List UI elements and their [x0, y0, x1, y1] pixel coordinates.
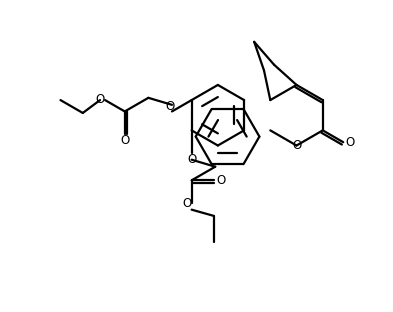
- Text: O: O: [182, 197, 191, 210]
- Text: O: O: [345, 136, 355, 149]
- Text: O: O: [95, 93, 105, 106]
- Text: O: O: [292, 139, 301, 152]
- Text: O: O: [165, 100, 174, 113]
- Text: O: O: [120, 134, 129, 147]
- Text: O: O: [216, 174, 226, 187]
- Text: O: O: [187, 153, 196, 166]
